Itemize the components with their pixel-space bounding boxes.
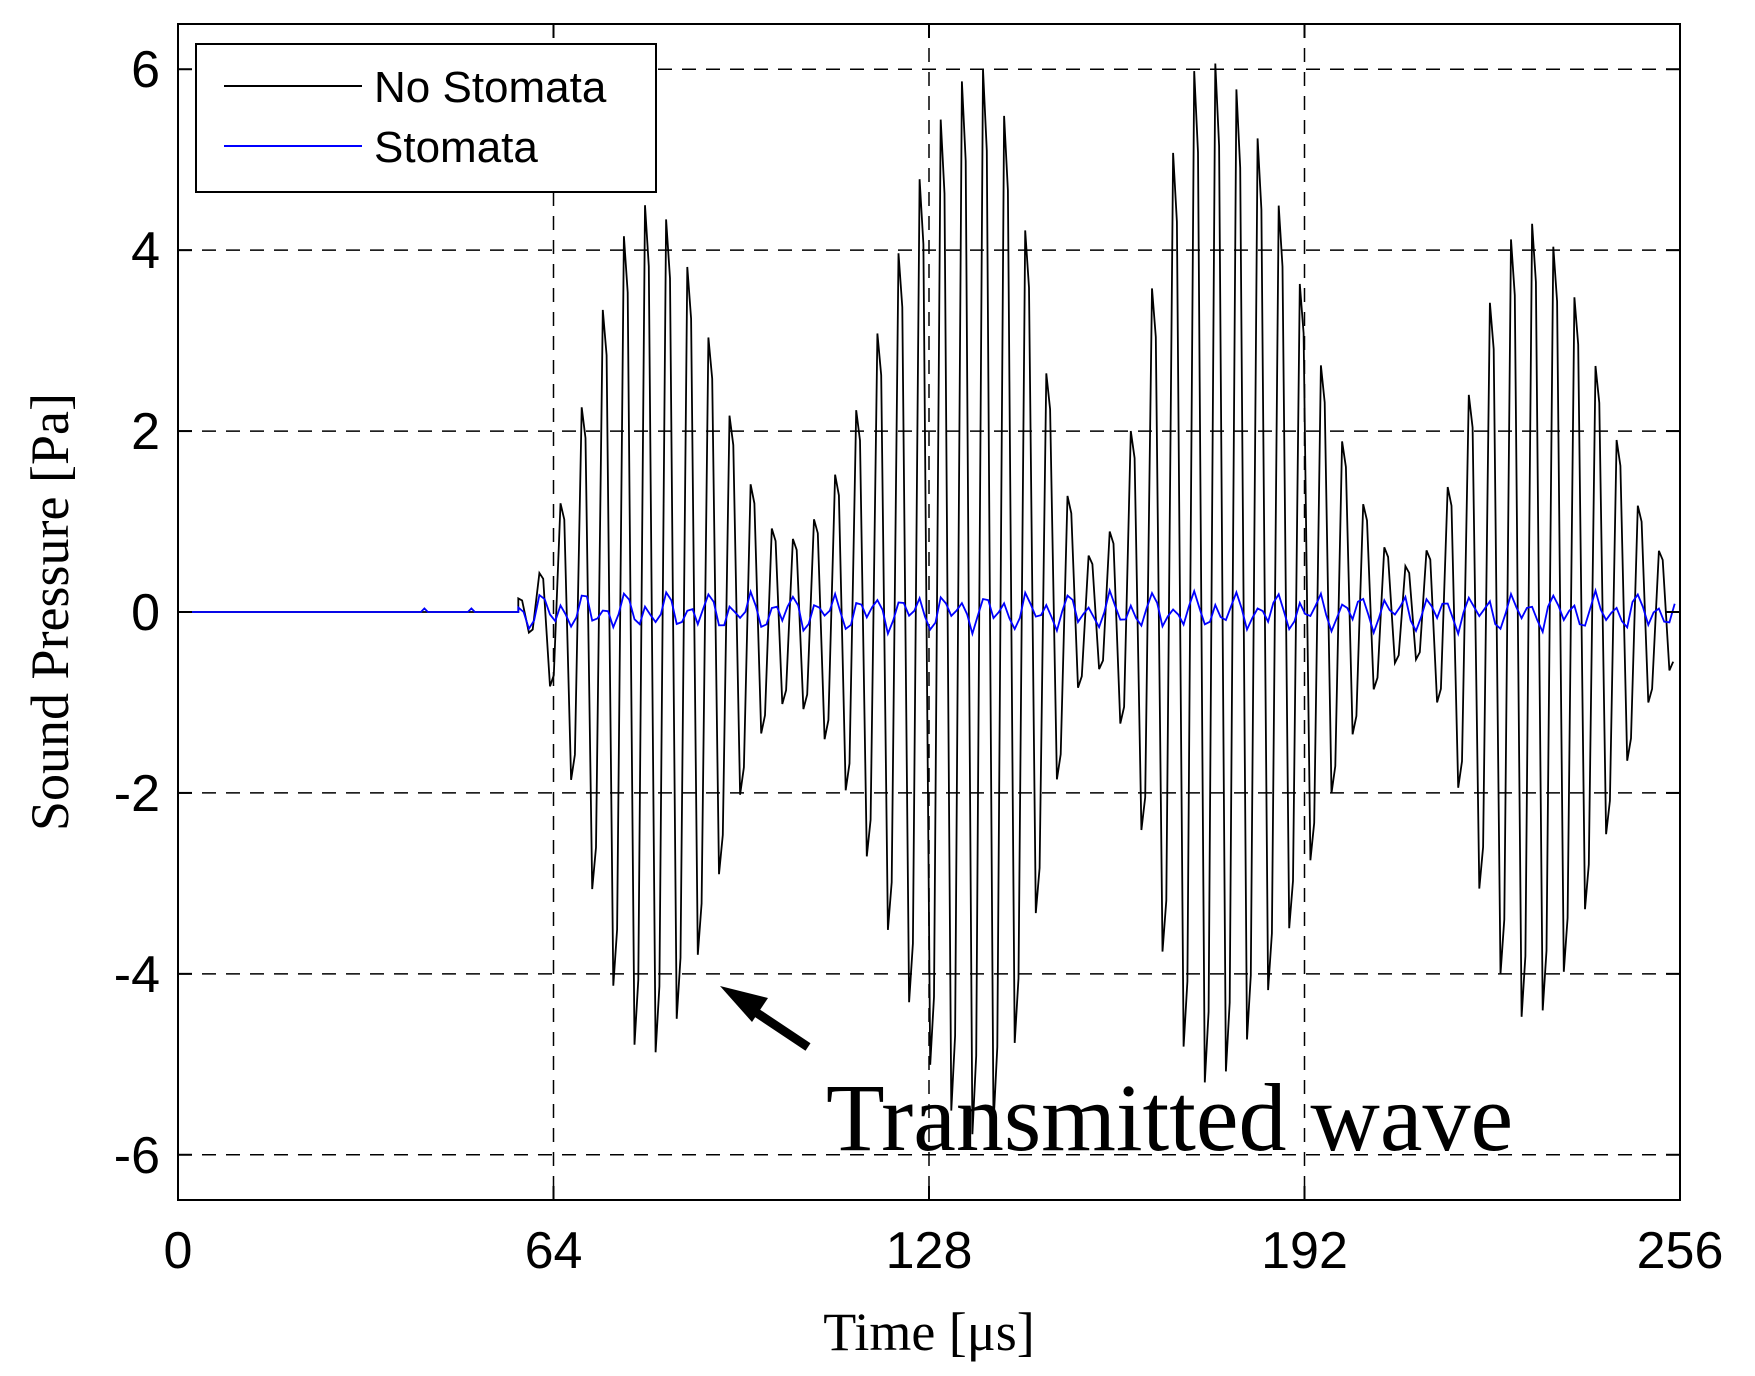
tick-labels: 0 64 128 192 256 -6 -4 -2 0 2 4 6 [114, 41, 1724, 1280]
y-tick-label--4: -4 [114, 946, 160, 1004]
y-tick-label--6: -6 [114, 1127, 160, 1185]
y-tick-label-6: 6 [131, 41, 160, 99]
x-tick-label-192: 192 [1261, 1222, 1348, 1280]
x-tick-label-128: 128 [886, 1222, 973, 1280]
x-tick-label-256: 256 [1637, 1222, 1724, 1280]
series-no-stomata-line [178, 63, 1675, 1135]
y-tick-label--2: -2 [114, 765, 160, 823]
x-axis-label: Time [μs] [823, 1302, 1035, 1362]
ticks [177, 24, 1681, 1200]
series-layer [178, 63, 1676, 1135]
legend-label-no-stomata: No Stomata [374, 63, 607, 112]
x-tick-label-64: 64 [525, 1222, 583, 1280]
x-tick-label-0: 0 [164, 1222, 193, 1280]
legend-box [195, 43, 657, 193]
annotation: Transmitted wave [720, 986, 1513, 1171]
y-tick-label-0: 0 [131, 584, 160, 642]
annotation-text: Transmitted wave [826, 1064, 1513, 1171]
y-tick-label-2: 2 [131, 403, 160, 461]
series-stomata-line [178, 587, 1676, 637]
legend: No Stomata Stomata [195, 43, 657, 193]
annotation-arrow-head [720, 986, 768, 1022]
legend-label-stomata: Stomata [374, 123, 538, 172]
annotation-arrow-shaft [745, 1003, 811, 1051]
y-axis-label: Sound Pressure [Pa] [20, 393, 80, 831]
y-tick-label-4: 4 [131, 222, 160, 280]
